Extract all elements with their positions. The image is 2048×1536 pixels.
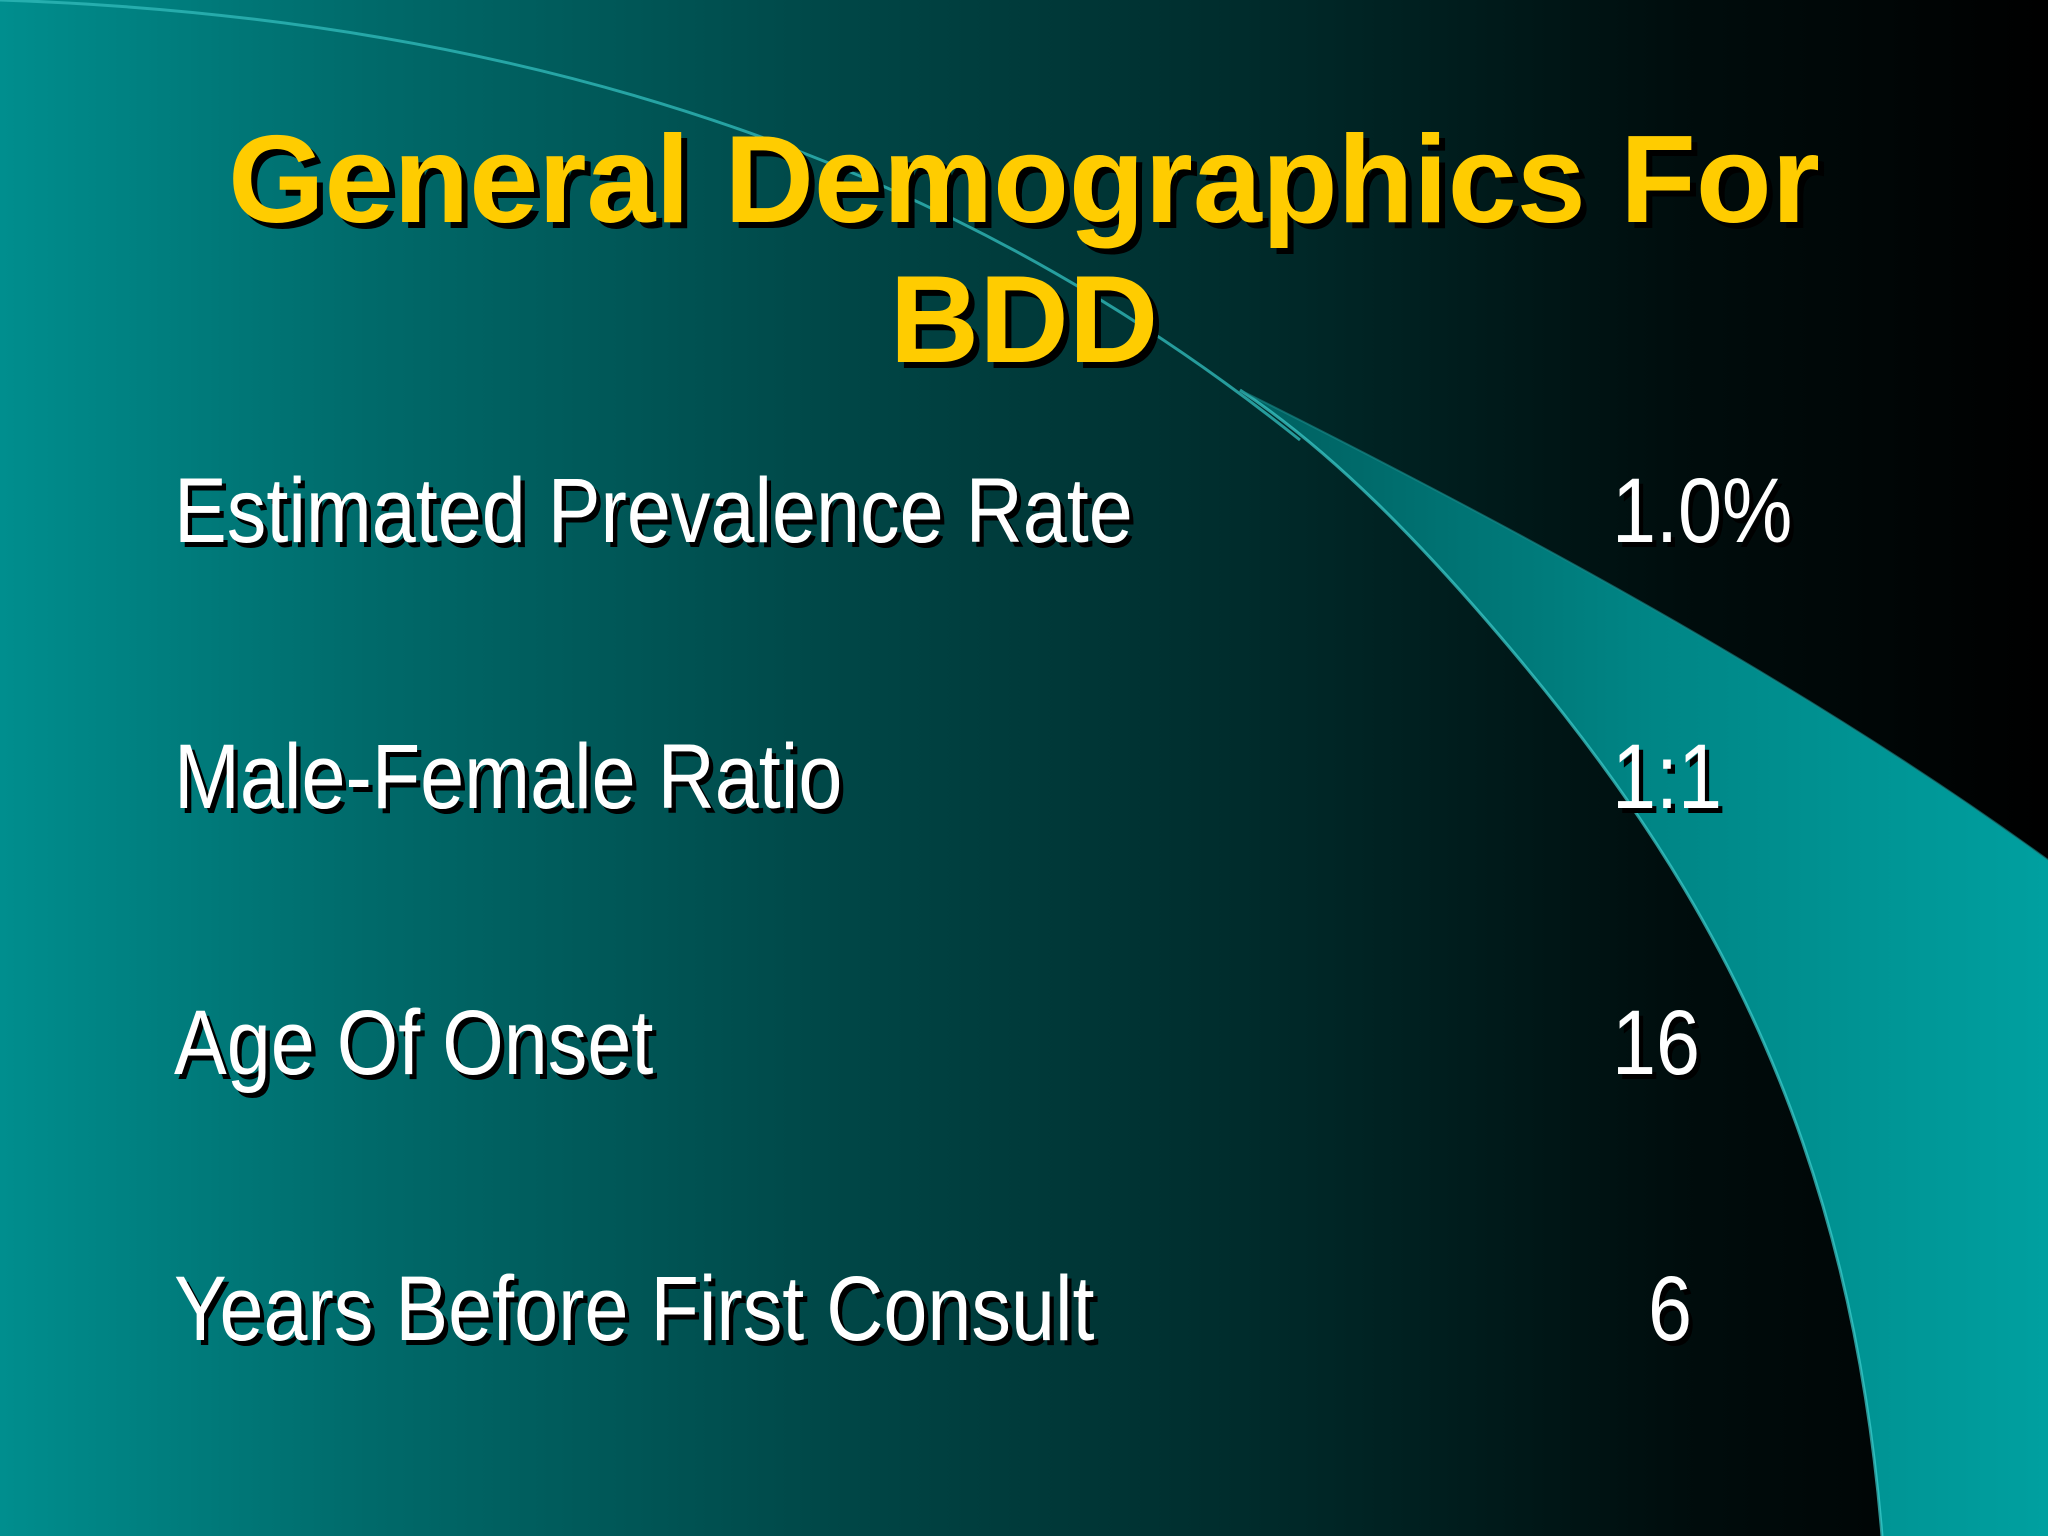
slide-title: General Demographics For BDD <box>120 110 1928 390</box>
row-value: 1.0% <box>1612 460 1793 562</box>
row-label: Age Of Onset <box>174 992 654 1094</box>
swoosh-band-top-edge <box>1239 389 2048 861</box>
slide-title-line-2: BDD <box>889 251 1159 389</box>
row-value: 16 <box>1612 992 1701 1094</box>
swoosh-band <box>1240 390 2048 1536</box>
demographics-row-onset: Age Of Onset 16 <box>0 988 2048 1098</box>
swoosh-band-edge <box>1239 388 1884 1536</box>
demographics-row-ratio: Male-Female Ratio 1:1 <box>0 722 2048 832</box>
row-value: 6 <box>1648 1258 1693 1360</box>
row-label: Years Before First Consult <box>174 1258 1095 1360</box>
slide-title-line-1: General Demographics For <box>228 111 1820 249</box>
row-label: Estimated Prevalence Rate <box>174 460 1133 562</box>
row-label: Male-Female Ratio <box>174 726 843 828</box>
demographics-row-consult: Years Before First Consult 6 <box>0 1254 2048 1364</box>
demographics-row-prevalence: Estimated Prevalence Rate 1.0% <box>0 456 2048 566</box>
row-value: 1:1 <box>1612 726 1722 828</box>
swoosh-arc-line <box>0 0 1301 442</box>
